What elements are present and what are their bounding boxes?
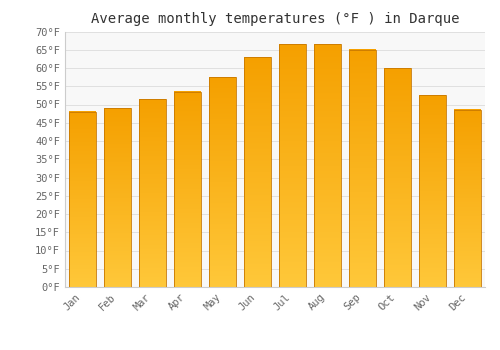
Bar xyxy=(174,92,201,287)
Bar xyxy=(350,50,376,287)
Title: Average monthly temperatures (°F ) in Darque: Average monthly temperatures (°F ) in Da… xyxy=(91,12,459,26)
Bar xyxy=(70,112,96,287)
Bar xyxy=(280,44,305,287)
Bar xyxy=(420,95,446,287)
Bar xyxy=(104,108,130,287)
Bar xyxy=(384,68,410,287)
Bar xyxy=(140,99,166,287)
Bar xyxy=(454,110,480,287)
Bar xyxy=(210,77,236,287)
Bar xyxy=(314,44,340,287)
Bar xyxy=(244,57,270,287)
